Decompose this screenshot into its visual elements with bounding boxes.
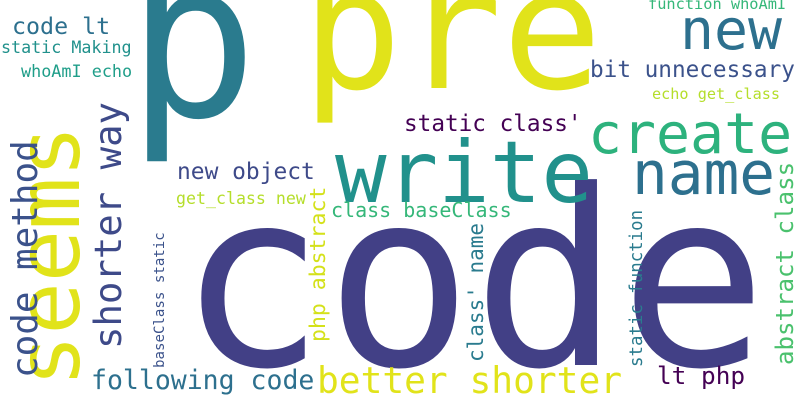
word-write: write bbox=[335, 122, 593, 223]
word-code-lt: code lt bbox=[12, 13, 111, 41]
word-following-code: following code bbox=[91, 364, 315, 396]
word-static-function: static function bbox=[626, 209, 647, 367]
word-shorter-way: shorter way bbox=[85, 101, 130, 349]
word-new-object: new object bbox=[177, 159, 315, 186]
word-baseclass-static: baseClass static bbox=[152, 232, 169, 368]
word-abstract-class: abstract class bbox=[771, 161, 800, 365]
word-whoami-echo: whoAmI echo bbox=[21, 60, 133, 81]
word-code-method: code method bbox=[4, 140, 46, 378]
word-better-shorter: better shorter bbox=[317, 358, 623, 400]
word-class-name: class' name bbox=[463, 222, 488, 362]
word-new: new bbox=[680, 0, 783, 63]
word-static-making: static Making bbox=[1, 36, 132, 57]
word-lt-php: lt php bbox=[657, 361, 746, 391]
word-static-class: static class' bbox=[404, 110, 582, 137]
word-code: code bbox=[178, 138, 768, 400]
word-class-baseclass: class baseClass bbox=[331, 198, 512, 222]
word-echo-get-class: echo get_class bbox=[652, 85, 781, 103]
word-pre: pre bbox=[302, 0, 603, 128]
word-get-class-new: get_class new bbox=[176, 188, 306, 208]
word-p: p bbox=[127, 0, 259, 168]
word-bit-unnecessary: bit unnecessary bbox=[590, 56, 795, 83]
word-create: create bbox=[588, 101, 793, 167]
word-php-abstract: php abstract bbox=[305, 186, 331, 342]
word-name: name bbox=[632, 139, 776, 209]
word-function-whoami: function whoAmI bbox=[648, 0, 787, 13]
